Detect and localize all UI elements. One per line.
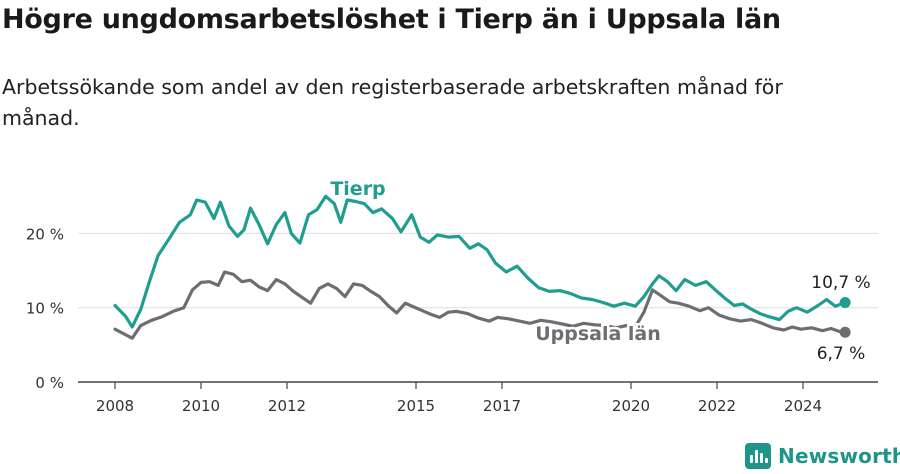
- x-ticks: 2008 2010 2012 2015 2017 2020 2022 2024: [96, 382, 822, 415]
- chart-subtitle: Arbetssökande som andel av den registerb…: [2, 75, 783, 130]
- newsworthy-logo-icon: [745, 443, 771, 469]
- end-point-uppsala: [839, 326, 851, 338]
- newsworthy-brand: Newsworthy: [745, 441, 900, 471]
- end-point-tierp: [839, 296, 851, 308]
- brand-name: Newsworthy: [778, 444, 900, 468]
- series-label-tierp: Tierp: [330, 178, 385, 200]
- end-label-tierp: 10,7 %: [811, 273, 870, 293]
- y-tick-label: 20 %: [26, 225, 64, 243]
- end-labels: 10,7 % 6,7 %: [811, 273, 870, 364]
- series-line-uppsala: [113, 270, 847, 340]
- x-tick-label: 2020: [612, 397, 650, 415]
- chart-title: Högre ungdomsarbetslöshet i Tierp än i U…: [2, 4, 781, 35]
- end-label-uppsala: 6,7 %: [817, 344, 866, 364]
- x-tick-label: 2022: [698, 397, 736, 415]
- series-labels: Tierp Uppsala län: [328, 176, 663, 348]
- y-tick-labels: 0 % 10 % 20 %: [26, 225, 64, 392]
- x-tick-label: 2012: [268, 397, 306, 415]
- x-tick-label: 2015: [397, 397, 435, 415]
- x-tick-label: 2008: [96, 397, 134, 415]
- series-label-uppsala: Uppsala län: [535, 323, 661, 345]
- x-tick-label: 2010: [182, 397, 220, 415]
- x-tick-label: 2024: [784, 397, 822, 415]
- series-line-tierp: [113, 194, 847, 329]
- y-grid: [78, 232, 878, 309]
- series-lines: [113, 194, 851, 340]
- y-tick-label: 10 %: [26, 300, 64, 318]
- x-tick-label: 2017: [483, 397, 521, 415]
- y-tick-label: 0 %: [35, 374, 64, 392]
